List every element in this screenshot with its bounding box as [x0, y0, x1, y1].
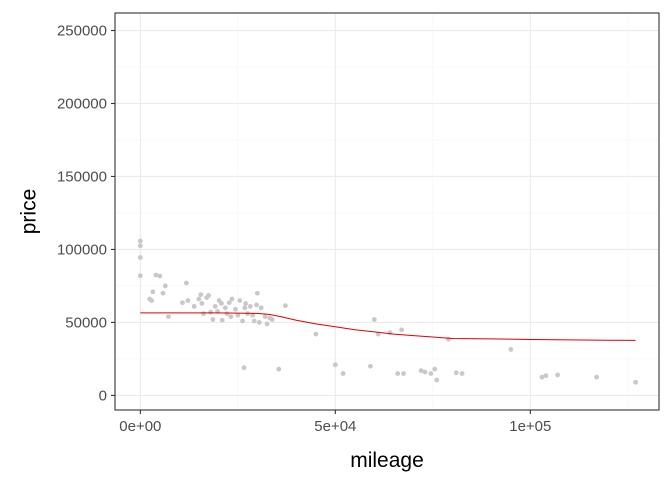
- data-point: [555, 372, 561, 378]
- data-point: [256, 320, 262, 325]
- data-point: [226, 300, 232, 306]
- data-point: [157, 273, 163, 279]
- axis-tick-labels: 0e+00 5e+04 1e+05 0 50000 100000 150000 200000 2…: [57, 23, 551, 435]
- data-point: [262, 314, 268, 319]
- data-point: [269, 317, 275, 322]
- data-point: [594, 374, 600, 380]
- data-point: [543, 373, 549, 379]
- data-point: [137, 238, 143, 244]
- data-point: [422, 369, 428, 375]
- x-tick-label: 5e+04: [314, 418, 356, 435]
- x-tick-label: 0e+00: [119, 418, 161, 435]
- data-point: [399, 327, 405, 333]
- data-point: [418, 368, 424, 373]
- y-tick-label: 250000: [57, 23, 107, 40]
- data-point: [508, 347, 514, 352]
- data-point: [166, 314, 171, 319]
- panel-border: [114, 12, 660, 411]
- data-point: [368, 363, 373, 369]
- data-point: [150, 289, 156, 295]
- x-tick-label: 1e+05: [509, 418, 551, 435]
- y-tick-label: 50000: [65, 314, 107, 331]
- data-point: [633, 379, 639, 385]
- data-point: [264, 321, 270, 327]
- data-point: [185, 298, 191, 303]
- data-point: [313, 331, 319, 337]
- data-point: [432, 366, 438, 372]
- data-point: [539, 374, 545, 380]
- data-point: [434, 377, 440, 383]
- data-point: [459, 371, 465, 376]
- data-point: [276, 366, 282, 372]
- data-point: [206, 293, 211, 298]
- axis-ticks: [111, 29, 531, 414]
- y-tick-label: 150000: [57, 168, 107, 185]
- data-point: [340, 371, 346, 376]
- fit-line: [140, 312, 636, 341]
- data-point: [235, 312, 241, 318]
- data-point: [137, 243, 143, 249]
- data-point: [446, 336, 451, 342]
- data-point: [237, 298, 243, 303]
- data-point: [258, 305, 264, 311]
- data-point: [153, 272, 159, 278]
- data-point: [183, 280, 189, 286]
- data-point: [371, 317, 377, 322]
- data-point: [219, 301, 224, 306]
- data-point: [162, 283, 168, 289]
- data-point: [160, 290, 166, 296]
- data-point: [229, 296, 235, 302]
- data-point: [332, 362, 338, 368]
- data-point: [191, 303, 197, 309]
- data-point: [240, 318, 245, 324]
- data-point: [149, 298, 155, 303]
- data-points: [137, 238, 639, 385]
- data-point: [250, 312, 256, 318]
- data-point: [137, 273, 143, 279]
- data-point: [401, 371, 406, 376]
- data-point: [137, 255, 143, 260]
- data-point: [198, 292, 204, 298]
- y-tick-label: 200000: [57, 95, 107, 112]
- data-point: [219, 317, 225, 323]
- major-grid: [115, 13, 659, 410]
- data-point: [241, 365, 247, 371]
- data-point: [283, 303, 288, 309]
- data-point: [395, 371, 401, 376]
- data-point: [233, 306, 238, 312]
- data-point: [228, 314, 234, 319]
- fit-line-layer: [140, 312, 636, 341]
- data-point: [247, 303, 253, 309]
- data-point: [428, 371, 434, 376]
- data-point: [242, 305, 248, 311]
- x-axis-title: mileage: [350, 449, 424, 472]
- data-point: [208, 309, 213, 315]
- y-tick-label: 0: [99, 387, 107, 404]
- data-point: [199, 301, 205, 306]
- data-point: [212, 303, 218, 309]
- data-point: [222, 305, 228, 311]
- data-point: [243, 301, 249, 306]
- data-point: [251, 318, 257, 324]
- y-axis-title: price: [17, 189, 40, 235]
- data-point: [196, 296, 202, 302]
- data-point: [180, 300, 185, 306]
- data-point: [254, 302, 259, 308]
- y-tick-label: 100000: [57, 241, 107, 258]
- minor-grid: [115, 13, 659, 410]
- data-point: [210, 317, 216, 322]
- data-point: [254, 290, 260, 296]
- data-point: [224, 311, 230, 317]
- data-point: [453, 370, 459, 376]
- data-point: [201, 311, 206, 317]
